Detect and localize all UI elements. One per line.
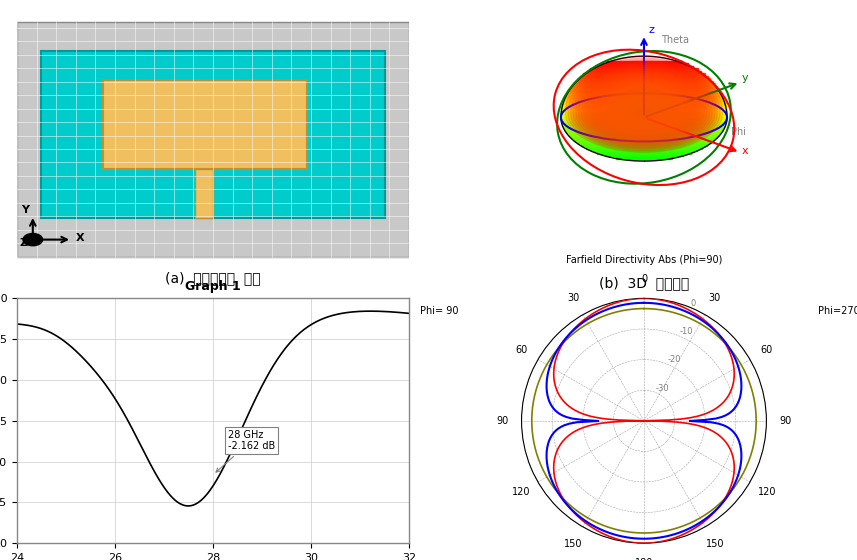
Polygon shape bbox=[602, 83, 686, 134]
Polygon shape bbox=[571, 60, 717, 150]
Polygon shape bbox=[615, 92, 673, 128]
Polygon shape bbox=[573, 62, 715, 148]
Polygon shape bbox=[591, 75, 697, 139]
Polygon shape bbox=[566, 56, 722, 152]
Title: Graph 1: Graph 1 bbox=[185, 280, 241, 293]
Text: x: x bbox=[742, 146, 748, 156]
Polygon shape bbox=[623, 98, 665, 123]
Text: (a)  패치안테나  구조: (a) 패치안테나 구조 bbox=[165, 272, 261, 286]
Polygon shape bbox=[605, 85, 683, 133]
Polygon shape bbox=[578, 66, 710, 146]
Polygon shape bbox=[628, 101, 660, 121]
Polygon shape bbox=[581, 68, 707, 144]
Text: 28 GHz
-2.162 dB: 28 GHz -2.162 dB bbox=[216, 430, 275, 472]
Polygon shape bbox=[613, 90, 675, 129]
Text: Z: Z bbox=[19, 238, 27, 248]
Text: Y: Y bbox=[21, 204, 29, 214]
Text: (b)  3D  방사패턴: (b) 3D 방사패턴 bbox=[599, 276, 689, 290]
Polygon shape bbox=[638, 109, 650, 115]
Text: Theta: Theta bbox=[662, 35, 690, 45]
Text: z: z bbox=[649, 25, 654, 35]
Polygon shape bbox=[610, 88, 678, 130]
Polygon shape bbox=[586, 71, 702, 142]
Polygon shape bbox=[626, 100, 662, 122]
Polygon shape bbox=[631, 104, 657, 119]
FancyBboxPatch shape bbox=[40, 51, 386, 218]
FancyBboxPatch shape bbox=[104, 81, 307, 169]
Polygon shape bbox=[599, 81, 688, 136]
Polygon shape bbox=[568, 58, 720, 151]
Text: Phi: Phi bbox=[731, 127, 746, 137]
Text: X: X bbox=[76, 233, 85, 243]
Polygon shape bbox=[636, 108, 652, 117]
Polygon shape bbox=[641, 111, 646, 114]
Text: Phi=270: Phi=270 bbox=[818, 306, 857, 316]
FancyBboxPatch shape bbox=[17, 22, 409, 256]
Polygon shape bbox=[584, 69, 704, 143]
Polygon shape bbox=[589, 73, 699, 141]
Circle shape bbox=[23, 234, 43, 246]
Polygon shape bbox=[594, 77, 694, 138]
Polygon shape bbox=[576, 64, 712, 147]
Text: y: y bbox=[742, 73, 748, 83]
Text: Phi= 90: Phi= 90 bbox=[420, 306, 458, 316]
Polygon shape bbox=[633, 105, 655, 118]
Polygon shape bbox=[618, 94, 670, 126]
Polygon shape bbox=[596, 79, 692, 137]
Polygon shape bbox=[608, 86, 680, 132]
FancyBboxPatch shape bbox=[195, 169, 213, 218]
Title: Farfield Directivity Abs (Phi=90): Farfield Directivity Abs (Phi=90) bbox=[566, 255, 722, 265]
Polygon shape bbox=[620, 96, 668, 125]
